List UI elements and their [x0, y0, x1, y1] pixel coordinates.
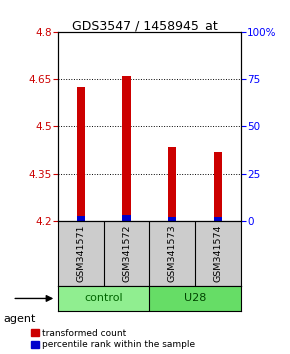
Legend: transformed count, percentile rank within the sample: transformed count, percentile rank withi…: [31, 329, 195, 349]
Bar: [77, 87, 85, 221]
Bar: [122, 76, 130, 221]
Text: GSM341572: GSM341572: [122, 225, 131, 282]
Bar: [214, 152, 222, 221]
Bar: [214, 217, 222, 221]
Text: GSM341571: GSM341571: [76, 225, 85, 282]
Text: GSM341573: GSM341573: [168, 225, 177, 282]
Bar: [168, 147, 176, 221]
Bar: [168, 217, 176, 221]
Text: U28: U28: [184, 293, 206, 303]
Bar: [58, 286, 149, 311]
Text: agent: agent: [3, 314, 35, 324]
Bar: [149, 286, 241, 311]
Bar: [122, 215, 130, 221]
Text: GSM341574: GSM341574: [213, 225, 222, 282]
Bar: [77, 216, 85, 221]
Text: control: control: [84, 293, 123, 303]
Text: GDS3547 / 1458945_at: GDS3547 / 1458945_at: [72, 19, 218, 33]
